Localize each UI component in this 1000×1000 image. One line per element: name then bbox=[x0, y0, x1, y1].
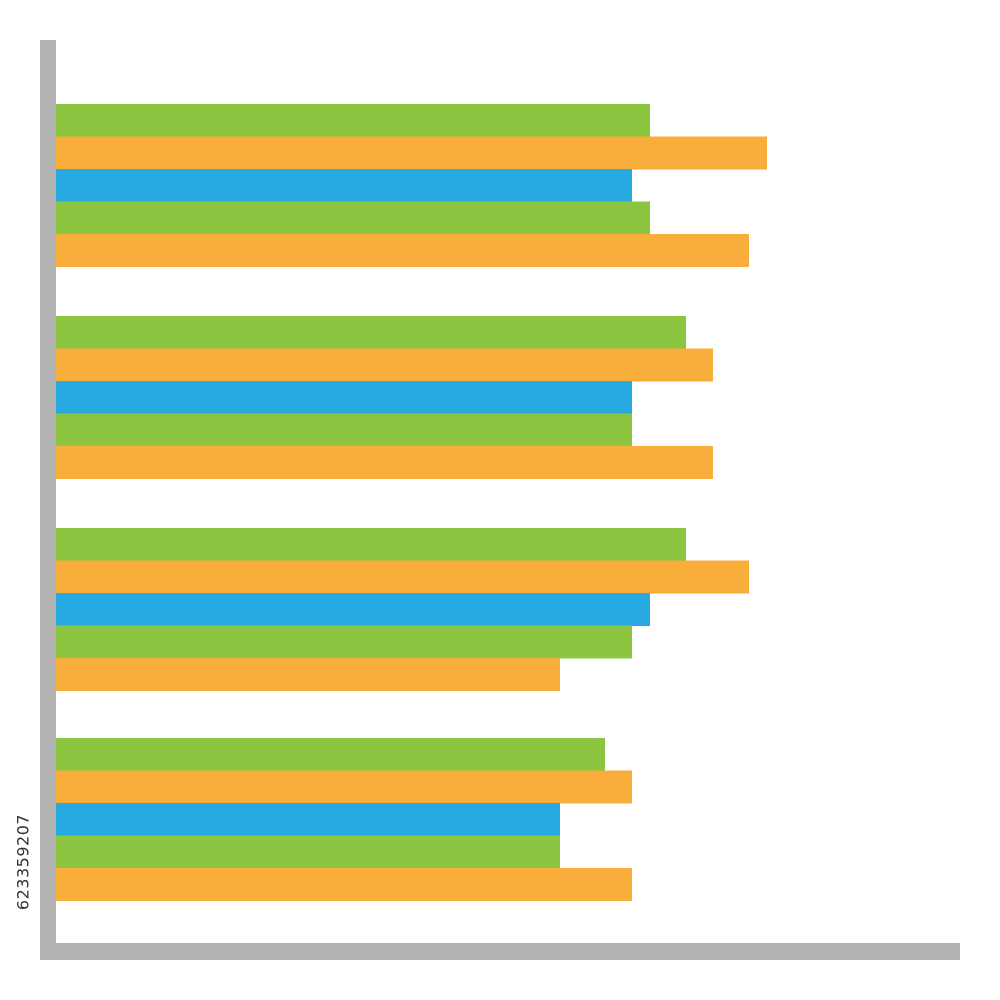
bar-group-1 bbox=[56, 104, 767, 267]
bar-orange-g3-5 bbox=[56, 658, 560, 691]
bar-orange-g4-5 bbox=[56, 868, 632, 901]
bars-layer bbox=[56, 104, 767, 901]
bar-green-g1-4 bbox=[56, 201, 650, 235]
bar-blue-g2-3 bbox=[56, 381, 632, 414]
bar-blue-g1-3 bbox=[56, 169, 632, 202]
bar-green-g1-1 bbox=[56, 104, 650, 137]
bar-green-g4-1 bbox=[56, 738, 605, 771]
bar-orange-g3-2 bbox=[56, 560, 749, 594]
bar-group-3 bbox=[56, 528, 749, 691]
bar-green-g3-4 bbox=[56, 625, 632, 659]
bar-orange-g2-5 bbox=[56, 446, 713, 479]
bar-green-g2-1 bbox=[56, 316, 686, 349]
bar-green-g2-4 bbox=[56, 413, 632, 447]
bar-group-2 bbox=[56, 316, 713, 479]
x-axis-line bbox=[40, 943, 960, 960]
bar-group-4 bbox=[56, 738, 632, 901]
stock-id-watermark: 623359207 bbox=[13, 813, 33, 911]
bar-green-g4-4 bbox=[56, 835, 560, 869]
bar-green-g3-1 bbox=[56, 528, 686, 561]
bar-blue-g3-3 bbox=[56, 593, 650, 626]
bar-orange-g2-2 bbox=[56, 348, 713, 382]
y-axis-line bbox=[40, 40, 56, 960]
bar-blue-g4-3 bbox=[56, 803, 560, 836]
bar-orange-g1-5 bbox=[56, 234, 749, 267]
bar-orange-g4-2 bbox=[56, 770, 632, 804]
bar-orange-g1-2 bbox=[56, 136, 767, 170]
